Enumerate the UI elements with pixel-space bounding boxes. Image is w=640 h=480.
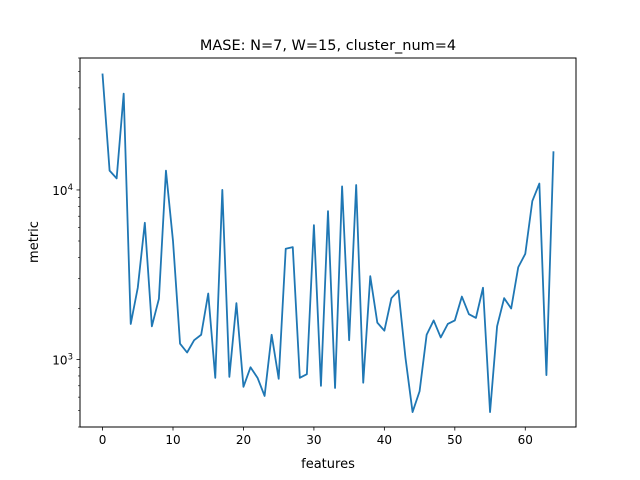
x-tick-label: 60 [518,433,533,447]
x-axis-ticks: 0 10 20 30 40 50 60 [99,427,533,447]
y-tick-label: 103 [52,353,73,368]
x-tick-label: 50 [447,433,462,447]
x-tick-label: 40 [377,433,392,447]
x-tick-label: 0 [99,433,107,447]
y-axis-label: metric [27,221,42,263]
x-tick-label: 10 [165,433,180,447]
x-tick-label: 30 [306,433,321,447]
y-axis-ticks: 103 104 [52,57,80,428]
x-tick-label: 20 [236,433,251,447]
plot-frame [79,57,577,428]
x-axis-label: features [301,457,355,472]
chart-title: MASE: N=7, W=15, cluster_num=4 [200,38,456,54]
series-line [101,73,555,413]
y-tick-label: 104 [52,183,73,198]
